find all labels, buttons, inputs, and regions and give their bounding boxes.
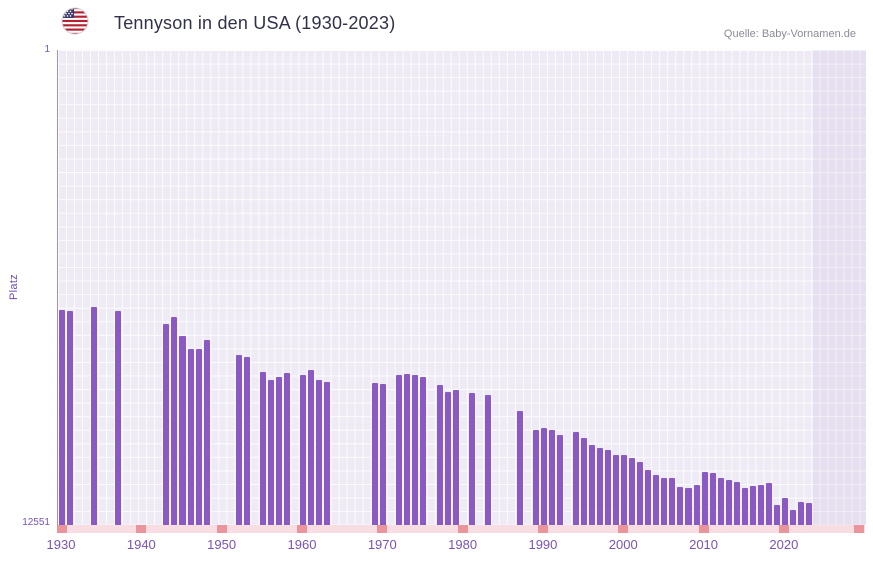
- us-flag-icon: [61, 7, 89, 35]
- chart-bar[interactable]: [637, 462, 644, 525]
- x-tick-marker: [216, 525, 227, 533]
- chart-bar[interactable]: [516, 411, 523, 525]
- chart-bar[interactable]: [765, 483, 772, 525]
- x-tick-marker: [457, 525, 468, 533]
- x-tick-label: 1960: [287, 537, 317, 552]
- chart-bar[interactable]: [629, 458, 636, 525]
- chart-bar[interactable]: [548, 430, 555, 525]
- chart-bar[interactable]: [781, 498, 788, 525]
- chart-bar[interactable]: [67, 311, 74, 525]
- chart-bar[interactable]: [187, 349, 194, 525]
- chart-bar[interactable]: [115, 311, 122, 525]
- chart-bar[interactable]: [316, 380, 323, 525]
- chart-bar[interactable]: [733, 482, 740, 525]
- chart-bar[interactable]: [396, 375, 403, 525]
- chart-bar[interactable]: [372, 383, 379, 525]
- x-tick-label: 1940: [126, 537, 156, 552]
- chart-bar[interactable]: [645, 470, 652, 525]
- chart-bar[interactable]: [741, 488, 748, 525]
- chart-bar[interactable]: [757, 485, 764, 525]
- chart-bar[interactable]: [669, 478, 676, 525]
- chart-bar[interactable]: [709, 473, 716, 525]
- chart-bar[interactable]: [701, 472, 708, 525]
- chart-bar[interactable]: [171, 317, 178, 525]
- x-tick-marker: [136, 525, 147, 533]
- chart-bar[interactable]: [324, 382, 331, 525]
- x-tick-marker: [618, 525, 629, 533]
- chart-bar[interactable]: [556, 435, 563, 525]
- chart-bar[interactable]: [259, 372, 266, 525]
- x-axis-end-marker: [854, 525, 864, 533]
- chart-bar[interactable]: [685, 488, 692, 525]
- chart-bar[interactable]: [91, 307, 98, 525]
- y-axis-label: Platz: [8, 274, 20, 300]
- plot-area: [57, 50, 866, 525]
- chart-bar[interactable]: [179, 336, 186, 525]
- x-tick-label: 1970: [367, 537, 397, 552]
- chart-bar[interactable]: [532, 430, 539, 525]
- chart-bar[interactable]: [203, 340, 210, 525]
- chart-bar[interactable]: [597, 448, 604, 525]
- chart-bar[interactable]: [605, 450, 612, 525]
- x-tick-marker: [377, 525, 388, 533]
- page-title: Tennyson in den USA (1930-2023): [114, 13, 396, 33]
- x-tick-marker: [778, 525, 789, 533]
- chart-bar[interactable]: [589, 445, 596, 525]
- y-tick-top: 1: [44, 44, 50, 55]
- chart-bar[interactable]: [661, 478, 668, 525]
- chart-bar[interactable]: [380, 384, 387, 525]
- x-tick-marker: [296, 525, 307, 533]
- chart-bar[interactable]: [653, 475, 660, 525]
- x-tick-label: 2020: [769, 537, 799, 552]
- chart-bar[interactable]: [789, 510, 796, 525]
- chart-bar[interactable]: [773, 505, 780, 525]
- chart-bar[interactable]: [805, 503, 812, 525]
- x-tick-label: 2010: [689, 537, 719, 552]
- chart-bar[interactable]: [267, 380, 274, 525]
- chart-bar[interactable]: [283, 373, 290, 525]
- chart-bar[interactable]: [307, 370, 315, 525]
- chart-bar[interactable]: [613, 455, 620, 525]
- chart-bar[interactable]: [412, 375, 419, 525]
- x-tick-marker: [537, 525, 548, 533]
- chart-bar[interactable]: [444, 392, 451, 525]
- chart-bar[interactable]: [420, 377, 427, 525]
- chart-bar[interactable]: [404, 374, 411, 525]
- chart-bar[interactable]: [243, 357, 250, 525]
- x-axis-labels: 1930 1940 1950 1960 1970 1980 1990 2000 2010 2020: [47, 537, 865, 555]
- chart-bar[interactable]: [540, 428, 547, 525]
- chart-bar[interactable]: [436, 385, 443, 525]
- x-tick-label: 1980: [448, 537, 478, 552]
- chart-bar[interactable]: [581, 438, 588, 525]
- chart-bar[interactable]: [468, 393, 475, 525]
- chart-bar[interactable]: [573, 432, 580, 525]
- chart-bar[interactable]: [195, 349, 202, 525]
- x-axis-strip: [57, 525, 865, 533]
- chart-bar[interactable]: [235, 355, 242, 525]
- chart-bar[interactable]: [749, 486, 756, 525]
- x-tick-label: 1990: [528, 537, 558, 552]
- source-attribution: Quelle: Baby-Vornamen.de: [723, 28, 856, 40]
- right-highlight-band: [813, 50, 866, 525]
- chart-bar[interactable]: [299, 375, 306, 525]
- x-tick-label: 2000: [608, 537, 638, 552]
- x-tick-label: 1950: [207, 537, 237, 552]
- chart-bar[interactable]: [452, 390, 459, 525]
- x-tick-label: 1930: [46, 537, 76, 552]
- chart-bar[interactable]: [621, 455, 628, 525]
- chart-bar[interactable]: [693, 485, 700, 525]
- chart-bar[interactable]: [163, 324, 170, 525]
- chart-bar[interactable]: [725, 480, 732, 525]
- chart-bar[interactable]: [275, 377, 282, 525]
- chart-bar[interactable]: [59, 310, 66, 525]
- chart-bar[interactable]: [484, 395, 491, 525]
- x-tick-marker: [57, 525, 67, 533]
- chart-bar[interactable]: [717, 478, 724, 525]
- chart-bar[interactable]: [797, 502, 804, 525]
- y-tick-bottom: 12551: [22, 517, 50, 528]
- x-tick-marker: [698, 525, 709, 533]
- chart-bar[interactable]: [677, 487, 684, 525]
